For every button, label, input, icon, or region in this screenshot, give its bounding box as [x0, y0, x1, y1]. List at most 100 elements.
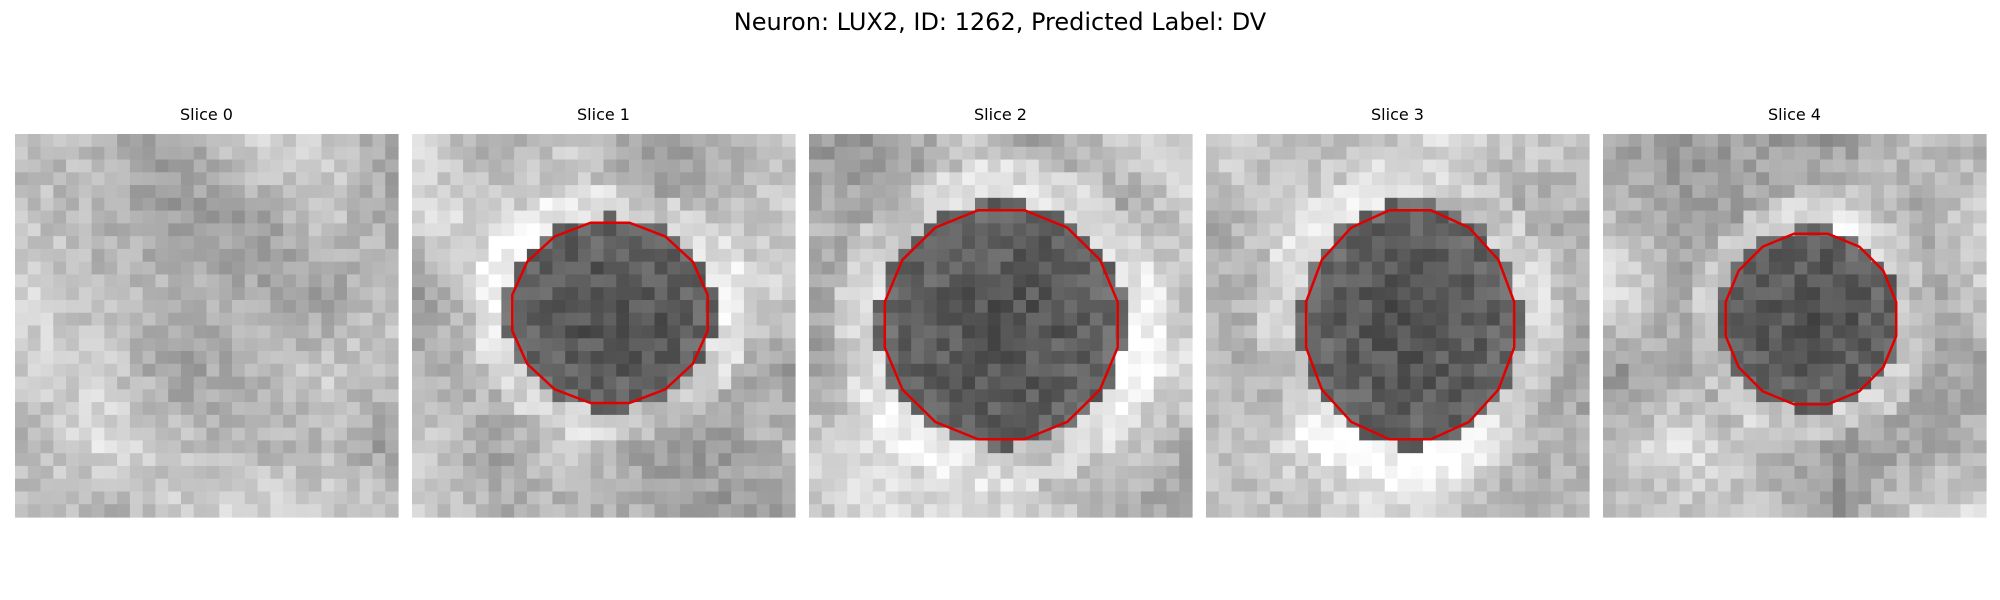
pixel — [1768, 312, 1783, 327]
pixel — [1743, 338, 1757, 352]
pixel — [1679, 210, 1693, 224]
pixel — [257, 427, 271, 441]
pixel — [603, 338, 617, 352]
pixel — [129, 261, 144, 276]
pixel — [885, 146, 899, 161]
pixel — [590, 248, 605, 263]
pixel — [1781, 159, 1796, 173]
pixel — [142, 185, 157, 199]
pixel — [1666, 478, 1681, 493]
pixel — [1743, 465, 1757, 480]
pixel — [1679, 134, 1693, 148]
pixel — [1308, 491, 1322, 505]
pixel — [705, 338, 719, 352]
pixel — [923, 351, 938, 365]
pixel — [15, 338, 29, 352]
pixel — [911, 338, 925, 352]
pixel — [1346, 274, 1360, 288]
pixel — [1858, 223, 1872, 237]
pixel — [1486, 351, 1501, 365]
pixel — [1140, 389, 1155, 403]
pixel — [1563, 491, 1577, 505]
pixel — [1206, 312, 1220, 327]
pixel — [244, 402, 259, 416]
pixel — [872, 134, 887, 148]
pixel — [40, 338, 54, 352]
pixel — [526, 351, 541, 365]
pixel — [1807, 146, 1821, 161]
pixel — [1947, 478, 1962, 493]
pixel — [885, 159, 899, 173]
pixel — [180, 146, 195, 161]
pixel — [1064, 261, 1078, 276]
pixel — [1615, 210, 1630, 224]
pixel — [244, 210, 259, 224]
pixel — [949, 312, 963, 327]
pixel — [974, 287, 989, 301]
pixel — [590, 299, 605, 314]
pixel — [475, 197, 490, 212]
pixel — [475, 248, 490, 263]
pixel — [437, 351, 451, 365]
pixel — [1115, 414, 1129, 429]
pixel — [514, 210, 528, 224]
pixel — [1934, 236, 1949, 250]
pixel — [1922, 427, 1936, 441]
pixel — [987, 351, 1002, 365]
pixel — [155, 338, 169, 352]
pixel — [1077, 478, 1091, 493]
pixel — [680, 465, 694, 480]
pixel — [1244, 223, 1258, 237]
pixel — [283, 185, 297, 199]
pixel — [718, 210, 732, 224]
pixel — [1743, 287, 1757, 301]
pixel — [91, 134, 105, 148]
pixel — [437, 504, 451, 518]
pixel — [1064, 453, 1078, 467]
pixel — [412, 261, 426, 276]
pixel — [974, 236, 989, 250]
pixel — [1756, 261, 1770, 276]
pixel — [1858, 134, 1872, 148]
pixel — [359, 185, 374, 199]
pixel — [872, 159, 887, 173]
pixel — [142, 338, 157, 352]
pixel — [705, 402, 719, 416]
pixel — [424, 236, 439, 250]
pixel — [1615, 185, 1630, 199]
pixel — [565, 478, 579, 493]
pixel — [168, 478, 182, 493]
pixel — [680, 504, 694, 518]
pixel — [1756, 338, 1770, 352]
pixel — [1218, 159, 1233, 173]
pixel — [27, 465, 42, 480]
pixel — [769, 197, 783, 212]
pixel — [1858, 363, 1872, 378]
pixel — [91, 274, 105, 288]
pixel — [1320, 351, 1335, 365]
pixel — [1768, 504, 1783, 518]
pixel — [1705, 261, 1719, 276]
pixel — [295, 236, 310, 250]
pixel — [1218, 376, 1233, 390]
pixel — [769, 414, 783, 429]
pixel — [1026, 363, 1040, 378]
pixel — [629, 363, 643, 378]
pixel — [91, 299, 105, 314]
pixel — [180, 389, 195, 403]
pixel — [1883, 414, 1898, 429]
pixel — [987, 185, 1002, 199]
pixel — [514, 453, 528, 467]
pixel — [936, 159, 951, 173]
pixel — [923, 312, 938, 327]
pixel — [1077, 261, 1091, 276]
pixel — [1603, 465, 1617, 480]
pixel — [680, 427, 694, 441]
pixel — [1781, 197, 1796, 212]
pixel — [1115, 185, 1129, 199]
pixel — [1128, 146, 1142, 161]
pixel — [923, 453, 938, 467]
pixel — [219, 389, 233, 403]
pixel — [1576, 376, 1590, 390]
pixel — [860, 325, 874, 339]
